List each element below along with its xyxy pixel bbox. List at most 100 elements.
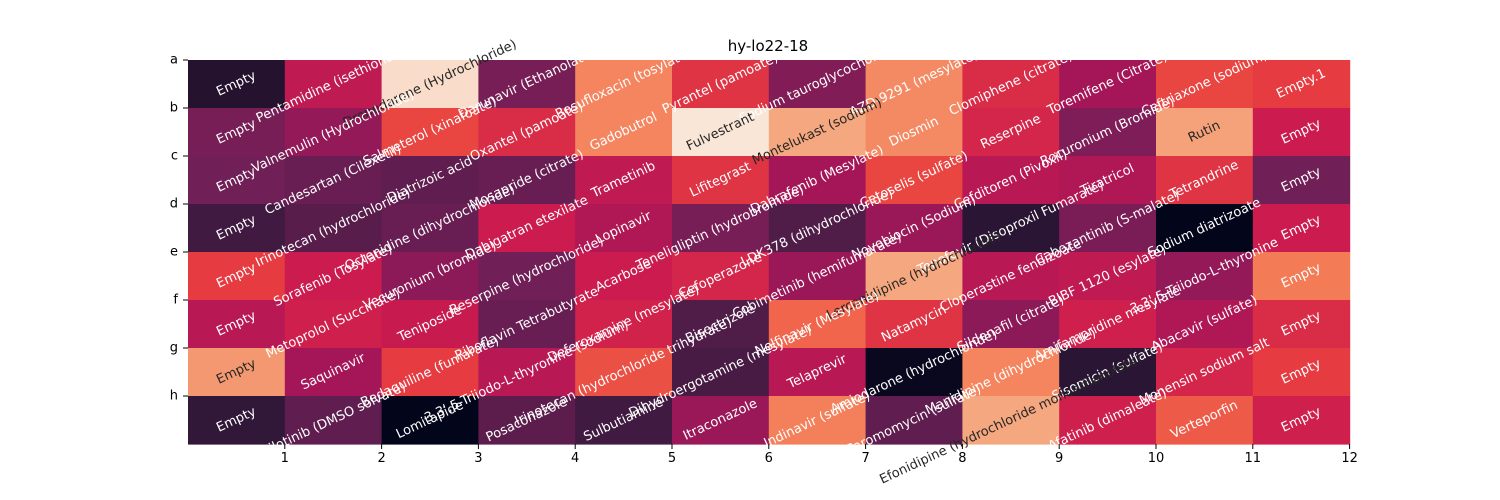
heatmap-cell	[865, 60, 963, 109]
row-tick-label: a	[170, 53, 178, 68]
row-tick-label: g	[170, 341, 178, 356]
heatmap-cell	[1252, 204, 1351, 253]
heatmap-cell	[865, 348, 963, 397]
heatmap-cell	[575, 252, 673, 301]
heatmap-cell	[962, 156, 1060, 205]
heatmap-cell	[575, 348, 673, 397]
heatmap-cell	[1156, 396, 1254, 445]
heatmap-cell	[768, 396, 867, 445]
heatmap-cell	[381, 108, 479, 157]
heatmap-cell	[1252, 108, 1351, 157]
heatmap-cell	[1252, 396, 1351, 445]
heatmap-cell	[478, 108, 576, 157]
heatmap-cell	[381, 396, 479, 445]
heatmap-cell	[672, 300, 770, 349]
heatmap-cell	[478, 156, 576, 205]
column-tick-label: 5	[668, 451, 676, 466]
heatmap-cell	[962, 108, 1060, 157]
chart-title: hy-lo22-18	[728, 37, 808, 55]
heatmap-cell	[1156, 300, 1254, 349]
column-tick-label: 2	[377, 451, 385, 466]
heatmap-cell	[478, 204, 576, 253]
heatmap-cell	[381, 252, 479, 301]
row-tick-labels: a b c d e f g h	[170, 53, 188, 404]
heatmap-cell	[865, 252, 963, 301]
heatmap-cell	[1156, 348, 1254, 397]
row-tick-label: b	[170, 101, 178, 116]
column-tick-label: 12	[1341, 451, 1358, 466]
column-tick-label: 11	[1245, 451, 1262, 466]
heatmap-cell	[381, 60, 479, 109]
heatmap-cell	[381, 156, 479, 205]
heatmap-cell	[865, 300, 963, 349]
heatmap-cell	[962, 60, 1060, 109]
heatmap-cell	[1156, 60, 1254, 109]
heatmap-cell	[865, 156, 963, 205]
row-tick-label: d	[170, 197, 178, 212]
heatmap-cell	[381, 300, 479, 349]
column-tick-label: 3	[474, 451, 482, 466]
heatmap-cell	[768, 60, 867, 109]
heatmap-cell	[188, 204, 286, 253]
heatmap-cell	[672, 252, 770, 301]
heatmap-cell	[962, 204, 1060, 253]
heatmap-cell	[672, 108, 770, 157]
row-tick-label: e	[170, 245, 178, 260]
heatmap-cell	[768, 300, 867, 349]
row-tick-label: h	[170, 389, 178, 404]
column-tick-label: 6	[765, 451, 773, 466]
heatmap-cell	[478, 348, 576, 397]
heatmap-cell	[962, 252, 1060, 301]
column-tick-label: 8	[958, 451, 966, 466]
heatmap-cell	[768, 156, 867, 205]
heatmap-cell	[962, 396, 1060, 445]
heatmap-cell	[478, 252, 576, 301]
heatmap-cell	[1059, 300, 1157, 349]
heatmap-cell	[188, 108, 286, 157]
heatmap-cell	[284, 396, 383, 445]
heatmap-cell	[478, 300, 576, 349]
heatmap-cell	[1059, 156, 1157, 205]
row-tick-label: f	[173, 293, 178, 308]
heatmap-cell	[284, 252, 383, 301]
heatmap-cell	[284, 156, 383, 205]
column-tick-label: 7	[861, 451, 869, 466]
heatmap-cell	[672, 156, 770, 205]
heatmap-cell	[1252, 60, 1351, 109]
heatmap-cell	[1059, 252, 1157, 301]
heatmap-cell	[284, 204, 383, 253]
heatmap-cell	[575, 396, 673, 445]
heatmap-cell	[188, 300, 286, 349]
column-tick-label: 4	[571, 451, 579, 466]
heatmap-cell	[768, 348, 867, 397]
heatmap-cell	[284, 60, 383, 109]
heatmap-cell	[575, 108, 673, 157]
heatmap-cell	[1059, 204, 1157, 253]
heatmap-cell	[284, 348, 383, 397]
heatmap-cell	[188, 156, 286, 205]
heatmap-cell	[672, 60, 770, 109]
heatmap-cell	[188, 396, 286, 445]
column-tick-label: 9	[1055, 451, 1063, 466]
column-tick-label: 1	[281, 451, 289, 466]
heatmap-cell	[865, 108, 963, 157]
heatmap-cell	[962, 300, 1060, 349]
heatmap-cell	[1252, 252, 1351, 301]
heatmap-cell	[1156, 108, 1254, 157]
heatmap-cell	[1252, 348, 1351, 397]
heatmap-cell	[284, 108, 383, 157]
heatmap-cell	[672, 348, 770, 397]
heatmap-cell	[188, 60, 286, 109]
column-tick-label: 10	[1148, 451, 1165, 466]
heatmap-cell	[575, 60, 673, 109]
heatmap-cell	[865, 396, 963, 445]
heatmap-cell	[1059, 60, 1157, 109]
heatmap-cell	[575, 300, 673, 349]
heatmap-cell	[1156, 204, 1254, 253]
heatmap-cell	[188, 348, 286, 397]
heatmap-cell	[1252, 300, 1351, 349]
heatmap-cell	[962, 348, 1060, 397]
heatmap-cell	[768, 108, 867, 157]
heatmap-cell	[768, 204, 867, 253]
